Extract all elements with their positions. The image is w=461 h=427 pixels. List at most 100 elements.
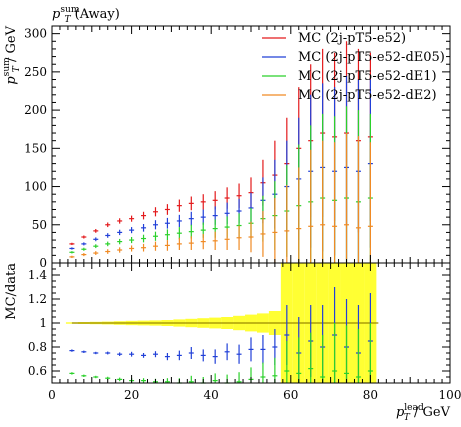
y-tick-label: 150 <box>24 141 47 155</box>
ratio-point <box>164 353 170 361</box>
main-point <box>81 235 87 239</box>
y-tick-label: 100 <box>24 180 47 194</box>
ratio-point <box>212 349 218 364</box>
main-point <box>236 225 242 251</box>
main-series-2 <box>69 75 373 263</box>
main-point <box>248 221 254 253</box>
main-point <box>105 241 111 247</box>
chart-title: psum T (Away) <box>52 5 120 25</box>
main-panel: 0 50 100 150 200 250 300 <box>24 25 451 270</box>
main-point <box>176 214 182 228</box>
legend-entry: MC (2j-pT5-e52) <box>262 31 406 46</box>
main-point <box>129 215 135 222</box>
main-point <box>69 242 75 246</box>
ratio-point <box>117 352 123 356</box>
ratio-point <box>224 343 230 361</box>
main-point <box>224 228 230 251</box>
main-point <box>69 247 75 250</box>
ratio-point <box>141 353 147 358</box>
main-point <box>81 247 87 251</box>
main-point <box>344 133 350 263</box>
ratio-point <box>260 335 266 364</box>
main-point <box>141 234 147 243</box>
main-point <box>355 136 361 263</box>
ratio-point <box>188 347 194 359</box>
ratio-point <box>69 349 75 352</box>
main-point <box>93 228 99 233</box>
legend-label: MC (2j-pT5-e52-dE1) <box>298 69 437 84</box>
main-point <box>200 194 206 210</box>
ratio-point <box>93 351 99 355</box>
y-tick-label: 300 <box>24 27 47 41</box>
legend-entry: MC (2j-pT5-e52-dE2) <box>262 88 437 103</box>
ratio-point <box>284 341 290 383</box>
main-point <box>164 217 170 229</box>
chart-labels: psum T (Away) psumT / GeV MC/data plead T / G… <box>2 5 450 423</box>
y-axis-label: psumT / GeV <box>2 25 22 84</box>
main-point <box>152 241 158 251</box>
main-point <box>176 227 182 240</box>
ratio-point <box>152 351 158 358</box>
legend-label: MC (2j-pT5-e52) <box>298 31 406 46</box>
ratio-point <box>81 374 87 377</box>
main-point <box>188 211 194 226</box>
main-point <box>176 199 182 212</box>
ratio-point <box>355 329 361 383</box>
ratio-y-tick-label: 1.2 <box>28 292 47 306</box>
main-point <box>117 218 123 224</box>
ratio-point <box>320 335 326 383</box>
main-point <box>117 238 123 245</box>
main-point <box>164 204 170 215</box>
ratio-point <box>236 344 242 364</box>
main-point <box>212 231 218 251</box>
y-tick-label: 200 <box>24 103 47 117</box>
x-tick-label: 20 <box>124 388 139 402</box>
ratio-point <box>141 378 147 383</box>
x-tick-label: 0 <box>48 388 56 402</box>
main-point <box>93 237 99 242</box>
main-point <box>200 233 206 250</box>
ratio-point <box>164 378 170 383</box>
main-point <box>200 209 206 225</box>
ratio-y-tick-label: 0.8 <box>28 340 47 354</box>
main-point <box>93 251 99 255</box>
legend-entry: MC (2j-pT5-e52-dE05) <box>262 50 445 65</box>
main-point <box>284 185 290 263</box>
main-point <box>332 142 338 263</box>
x-tick-label: 80 <box>363 388 378 402</box>
x-tick-label: 60 <box>283 388 298 402</box>
x-tick-label: 40 <box>204 388 219 402</box>
main-point <box>367 142 373 263</box>
ratio-point <box>129 351 135 357</box>
main-point <box>141 224 147 232</box>
legend-label: MC (2j-pT5-e52-dE2) <box>298 88 437 103</box>
main-point <box>308 149 314 263</box>
main-point <box>81 242 87 246</box>
main-point <box>320 140 326 263</box>
ratio-point <box>212 373 218 383</box>
ratio-y-tick-label: 1.4 <box>28 268 47 282</box>
legend: MC (2j-pT5-e52) MC (2j-pT5-e52-dE05) MC (2… <box>262 31 445 103</box>
ratio-point <box>308 332 314 383</box>
main-point <box>105 233 111 238</box>
x-tick-label: 100 <box>439 388 461 402</box>
ratio-point <box>93 375 99 379</box>
y-tick-label: 50 <box>32 218 47 232</box>
main-point <box>129 227 135 234</box>
ratio-point <box>344 325 350 383</box>
main-point <box>188 196 194 211</box>
ratio-point <box>200 349 206 362</box>
ratio-point <box>236 372 242 383</box>
ratio-point <box>69 372 75 375</box>
main-point <box>164 240 170 251</box>
ratio-point <box>272 357 278 383</box>
main-point <box>81 253 87 257</box>
main-point <box>69 251 75 254</box>
ratio-point <box>117 377 123 382</box>
main-point <box>117 247 123 253</box>
ratio-series-2 <box>69 323 373 384</box>
main-point <box>296 167 302 263</box>
main-point <box>129 237 135 244</box>
main-point <box>152 220 158 230</box>
